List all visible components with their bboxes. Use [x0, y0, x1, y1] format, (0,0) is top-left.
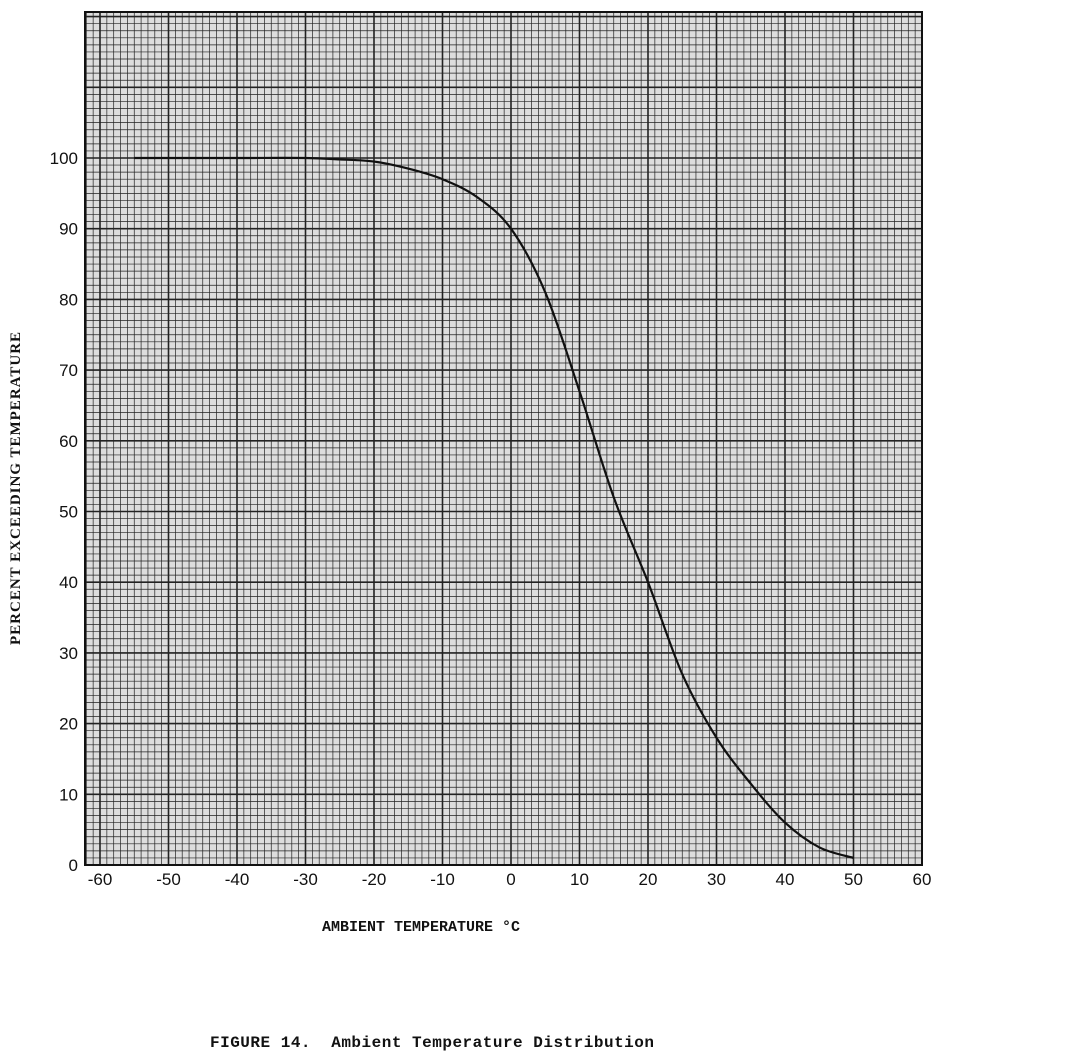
x-tick-label: 40 — [776, 870, 795, 889]
x-tick-label: -30 — [293, 870, 318, 889]
x-tick-label: 60 — [913, 870, 932, 889]
y-axis-label: PERCENT EXCEEDING TEMPERATURE — [8, 330, 24, 645]
y-tick-label: 70 — [59, 361, 78, 380]
grid — [84, 11, 923, 866]
x-tick-label: -60 — [88, 870, 113, 889]
series-line — [134, 156, 854, 859]
x-tick-label: 30 — [707, 870, 726, 889]
y-tick-label: 100 — [50, 149, 78, 168]
y-tick-label: 50 — [59, 503, 78, 522]
x-axis-label: AMBIENT TEMPERATURE °C — [322, 919, 521, 936]
x-tick-label: 0 — [506, 870, 515, 889]
figure-caption: FIGURE 14. Ambient Temperature Distribut… — [210, 1034, 655, 1052]
x-tick-label: 20 — [639, 870, 658, 889]
y-tick-label: 60 — [59, 432, 78, 451]
y-tick-label: 20 — [59, 715, 78, 734]
y-tick-label: 40 — [59, 573, 78, 592]
x-tick-label: -50 — [156, 870, 181, 889]
y-tick-label: 10 — [59, 785, 78, 804]
x-tick-label: -10 — [430, 870, 455, 889]
x-tick-label: 50 — [844, 870, 863, 889]
plot-frame — [84, 11, 923, 866]
y-tick-label: 30 — [59, 644, 78, 663]
plot-area — [85, 12, 922, 865]
y-tick-label: 90 — [59, 220, 78, 239]
y-tick-label: 80 — [59, 290, 78, 309]
x-tick-label: 10 — [570, 870, 589, 889]
tick-labels: -60 -50 -40 -30 -20 -10 0 10 20 30 40 50 60 0 10 20 30 40… — [50, 149, 932, 889]
x-tick-label: -40 — [225, 870, 250, 889]
y-tick-label: 0 — [69, 856, 78, 875]
x-tick-label: -20 — [362, 870, 387, 889]
